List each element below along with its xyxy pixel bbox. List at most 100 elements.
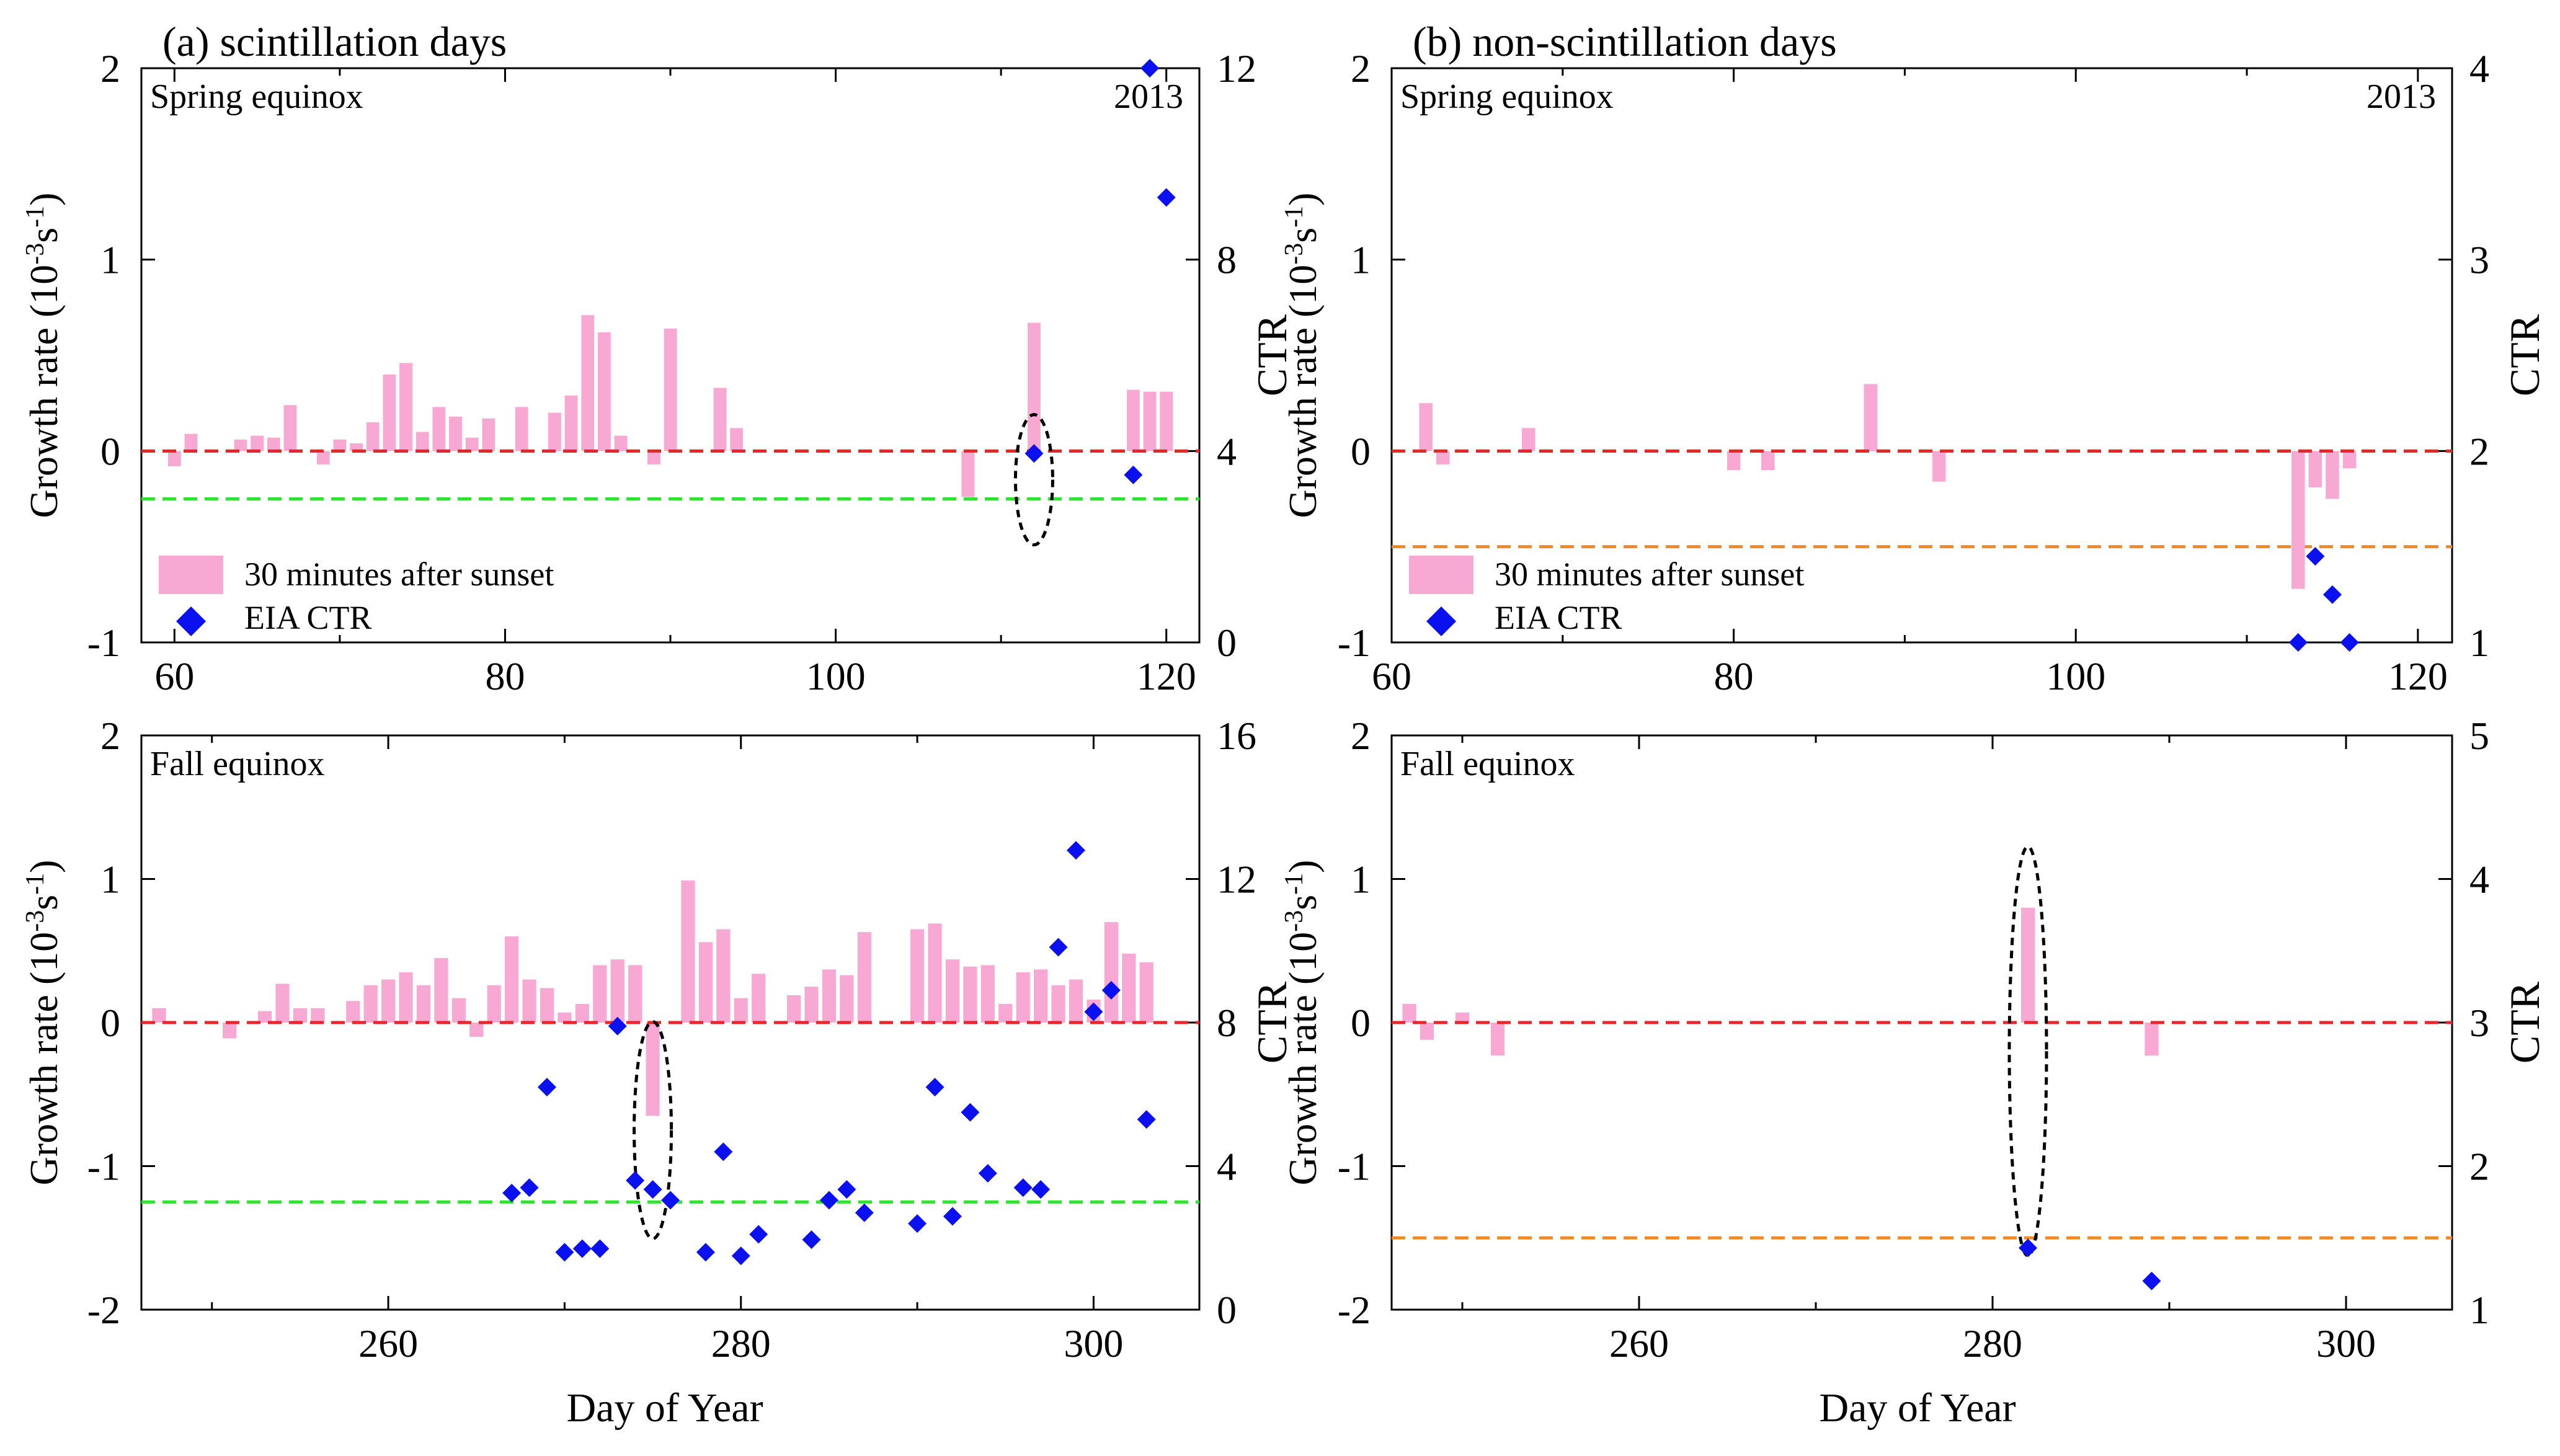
season-label: Spring equinox <box>1400 78 1614 116</box>
legend-diamond-marker-b <box>1426 606 1456 636</box>
growth-rate-bar <box>593 965 607 1023</box>
y-tick-label: -1 <box>1338 621 1371 665</box>
growth-rate-bar <box>522 979 536 1023</box>
x-tick-label: 280 <box>1963 1321 2022 1365</box>
panel-title: (a) scintillation days <box>162 18 507 65</box>
highlight-ellipse <box>633 1020 673 1241</box>
ctr-tick-label: 12 <box>1217 858 1256 902</box>
x-tick-label: 100 <box>2046 654 2105 698</box>
growth-rate-bar <box>2342 451 2357 469</box>
x-tick-label: 120 <box>2388 654 2448 698</box>
growth-rate-bar <box>451 998 466 1023</box>
ctr-point <box>2322 585 2342 604</box>
growth-rate-bar <box>1727 451 1741 471</box>
growth-rate-bar <box>734 998 748 1023</box>
growth-rate-bar <box>2326 451 2339 499</box>
x-tick-label: 60 <box>1372 654 1411 698</box>
growth-rate-bar <box>910 929 925 1023</box>
x-axis-label-right: Day of Year <box>1819 1385 2016 1431</box>
y-tick-label: -2 <box>87 1288 120 1332</box>
highlight-ellipse <box>2007 845 2048 1258</box>
growth-rate-bar <box>1160 391 1173 451</box>
growth-rate-bar <box>1139 962 1153 1023</box>
ctr-point <box>2288 633 2308 652</box>
growth-rate-bar <box>1051 985 1065 1023</box>
ctr-tick-label: 12 <box>1217 47 1256 91</box>
ctr-point <box>1024 444 1044 463</box>
growth-rate-bar <box>505 936 519 1023</box>
growth-rate-bar <box>449 416 462 451</box>
growth-rate-bar <box>363 985 378 1023</box>
y-tick-label: -1 <box>1338 1145 1371 1189</box>
ctr-point <box>1066 841 1085 860</box>
growth-rate-bar <box>1034 969 1048 1023</box>
y-tick-label: -1 <box>87 1145 120 1189</box>
growth-rate-bar <box>311 1008 325 1023</box>
growth-rate-bar <box>664 328 677 451</box>
legend-diamond-marker-a <box>176 606 206 636</box>
panel-title: (b) non-scintillation days <box>1413 18 1837 65</box>
x-tick-label: 260 <box>358 1321 418 1365</box>
ctr-point <box>961 1103 980 1122</box>
growth-rate-bar <box>257 1011 272 1023</box>
y-tick-label: 0 <box>100 429 120 473</box>
growth-rate-bar <box>681 880 695 1023</box>
growth-rate-bar <box>1143 391 1157 451</box>
growth-rate-bar <box>251 435 264 451</box>
growth-rate-bar <box>1016 972 1030 1023</box>
y-tick-label: 1 <box>1351 238 1371 282</box>
ctr-tick-label: 0 <box>1217 1288 1237 1332</box>
y-tick-label: 2 <box>1351 47 1371 91</box>
y-tick-label: 1 <box>100 858 120 902</box>
ctr-tick-label: 2 <box>2469 429 2489 473</box>
ctr-axis-label: CTR <box>2501 314 2548 396</box>
ctr-point <box>608 1016 627 1036</box>
ctr-point <box>626 1171 645 1190</box>
ctr-tick-label: 4 <box>2469 47 2489 91</box>
growth-rate-bar <box>752 974 766 1023</box>
growth-rate-bar <box>1069 979 1083 1023</box>
y-tick-label: -1 <box>87 621 120 665</box>
season-label: Spring equinox <box>150 78 363 116</box>
growth-rate-bar <box>980 965 995 1023</box>
ctr-point <box>520 1178 539 1197</box>
ctr-point <box>749 1225 768 1244</box>
y-tick-label: 2 <box>100 714 120 758</box>
ctr-point <box>661 1191 680 1210</box>
ctr-point <box>1013 1178 1033 1197</box>
y-tick-label: 1 <box>1351 858 1371 902</box>
growth-rate-bar <box>540 988 554 1023</box>
ctr-tick-label: 3 <box>2469 238 2489 282</box>
growth-rate-bar <box>399 363 412 451</box>
growth-rate-bar <box>469 1023 484 1037</box>
growth-rate-bar <box>646 1023 660 1116</box>
legend-diamond-label-b: EIA CTR <box>1495 599 1622 636</box>
x-tick-label: 80 <box>485 654 525 698</box>
growth-rate-bar <box>1104 921 1118 1023</box>
ctr-point <box>2142 1271 2161 1290</box>
growth-rate-bar <box>786 995 801 1023</box>
x-tick-label: 260 <box>1609 1321 1669 1365</box>
y-tick-label: -2 <box>1338 1288 1371 1332</box>
ctr-tick-label: 4 <box>1217 1145 1237 1189</box>
legend-bar-label-a: 30 minutes after sunset <box>244 556 554 593</box>
growth-rate-bar <box>383 374 396 451</box>
ctr-axis-label: CTR <box>2501 981 2548 1063</box>
growth-rate-bar <box>1028 322 1041 451</box>
growth-rate-bar <box>1126 389 1140 451</box>
y-axis-label: Growth rate (10-3s-1) <box>21 860 66 1186</box>
growth-rate-bar <box>275 983 290 1023</box>
growth-rate-bar <box>184 433 198 451</box>
y-tick-label: 0 <box>1351 1001 1371 1045</box>
growth-rate-bar <box>2308 451 2322 487</box>
legend-diamond-label-a: EIA CTR <box>244 599 372 636</box>
ctr-tick-label: 1 <box>2469 1288 2489 1332</box>
growth-rate-bar <box>465 437 479 451</box>
growth-rate-bar <box>713 388 727 451</box>
growth-rate-bar <box>223 1023 237 1039</box>
ctr-point <box>1084 1002 1103 1021</box>
ctr-point <box>908 1214 927 1233</box>
growth-rate-bar <box>416 985 431 1023</box>
